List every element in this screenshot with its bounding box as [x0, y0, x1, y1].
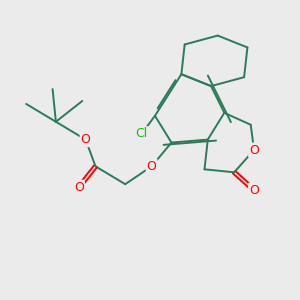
Text: Cl: Cl — [136, 127, 148, 140]
Text: O: O — [249, 184, 259, 196]
Text: O: O — [249, 143, 259, 157]
Text: O: O — [81, 133, 91, 146]
Text: O: O — [74, 181, 84, 194]
Text: O: O — [147, 160, 157, 173]
